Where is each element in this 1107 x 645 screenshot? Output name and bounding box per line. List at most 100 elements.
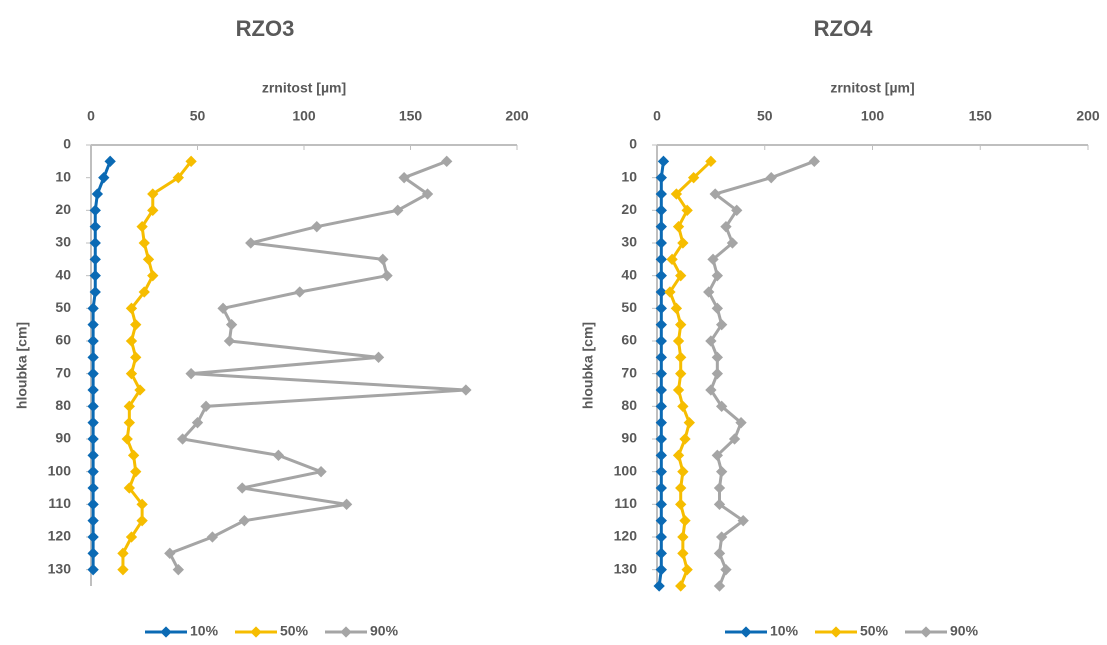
marker xyxy=(87,515,99,527)
y-tick-label: 100 xyxy=(614,462,638,478)
y-tick-label: 10 xyxy=(621,168,637,184)
marker xyxy=(711,368,723,380)
marker xyxy=(677,237,689,249)
legend-marker xyxy=(250,626,262,638)
marker xyxy=(117,564,129,576)
marker xyxy=(655,188,667,200)
marker xyxy=(87,482,99,494)
marker xyxy=(172,564,184,576)
marker xyxy=(655,433,667,445)
marker xyxy=(87,564,99,576)
y-tick-label: 40 xyxy=(55,266,71,282)
marker xyxy=(147,188,159,200)
marker xyxy=(138,237,150,249)
marker xyxy=(147,204,159,216)
marker xyxy=(713,482,726,494)
marker xyxy=(679,433,691,445)
x-axis-title: zrnitost [µm] xyxy=(262,80,346,96)
marker xyxy=(715,319,728,331)
marker xyxy=(87,433,99,445)
marker xyxy=(735,417,747,429)
marker xyxy=(311,221,323,233)
y-tick-label: 80 xyxy=(55,397,71,413)
y-tick-label: 90 xyxy=(621,430,637,446)
y-tick-label: 120 xyxy=(614,528,638,544)
marker xyxy=(677,531,689,543)
x-tick-label: 100 xyxy=(292,108,316,124)
legend-label: 10% xyxy=(190,623,219,639)
marker xyxy=(460,384,472,396)
marker xyxy=(87,531,99,543)
marker xyxy=(87,351,99,363)
marker xyxy=(726,237,739,249)
y-tick-label: 60 xyxy=(55,332,71,348)
marker xyxy=(655,384,667,396)
marker xyxy=(421,188,434,200)
legend-label: 50% xyxy=(860,623,889,639)
marker xyxy=(138,286,150,298)
marker xyxy=(808,155,820,167)
marker xyxy=(675,580,687,592)
y-tick-label: 110 xyxy=(48,495,71,511)
marker xyxy=(398,172,410,184)
marker xyxy=(713,498,726,510)
marker xyxy=(679,515,691,527)
marker xyxy=(98,172,110,184)
marker xyxy=(87,384,99,396)
marker xyxy=(655,270,667,282)
marker xyxy=(677,466,689,478)
legend-marker xyxy=(160,626,172,638)
marker xyxy=(225,319,238,331)
marker xyxy=(681,204,693,216)
marker xyxy=(87,400,99,412)
marker xyxy=(655,302,667,314)
x-tick-label: 200 xyxy=(505,108,529,124)
marker xyxy=(737,515,749,527)
marker xyxy=(720,221,732,233)
marker xyxy=(709,188,721,200)
marker xyxy=(117,547,129,559)
marker xyxy=(677,547,689,559)
legend-marker xyxy=(920,626,932,638)
marker xyxy=(217,302,229,314)
marker xyxy=(147,270,159,282)
marker xyxy=(136,515,148,527)
marker xyxy=(164,547,176,559)
marker xyxy=(672,384,685,396)
marker xyxy=(655,547,667,559)
marker xyxy=(655,466,667,478)
marker xyxy=(191,417,204,429)
marker xyxy=(711,351,723,363)
marker xyxy=(185,368,197,380)
y-tick-label: 50 xyxy=(55,299,71,315)
legend-label: 50% xyxy=(280,623,309,639)
legend-label: 10% xyxy=(770,623,799,639)
y-tick-label: 130 xyxy=(614,560,638,576)
marker xyxy=(655,368,667,380)
marker xyxy=(711,270,723,282)
marker xyxy=(728,433,741,445)
marker xyxy=(104,155,116,167)
marker xyxy=(675,319,687,331)
marker xyxy=(675,368,687,380)
marker xyxy=(185,155,197,167)
y-tick-label: 30 xyxy=(55,234,71,250)
y-tick-label: 30 xyxy=(621,234,637,250)
marker xyxy=(236,482,248,494)
marker xyxy=(655,482,667,494)
marker xyxy=(91,188,104,200)
marker xyxy=(653,580,665,592)
marker xyxy=(705,335,717,347)
y-tick-label: 20 xyxy=(55,201,71,217)
x-tick-label: 50 xyxy=(190,108,206,124)
marker xyxy=(681,564,693,576)
marker xyxy=(441,155,453,167)
marker xyxy=(381,270,393,282)
marker xyxy=(672,449,685,461)
marker xyxy=(392,204,404,216)
x-tick-label: 50 xyxy=(757,108,773,124)
marker xyxy=(172,172,184,184)
marker xyxy=(664,286,676,298)
